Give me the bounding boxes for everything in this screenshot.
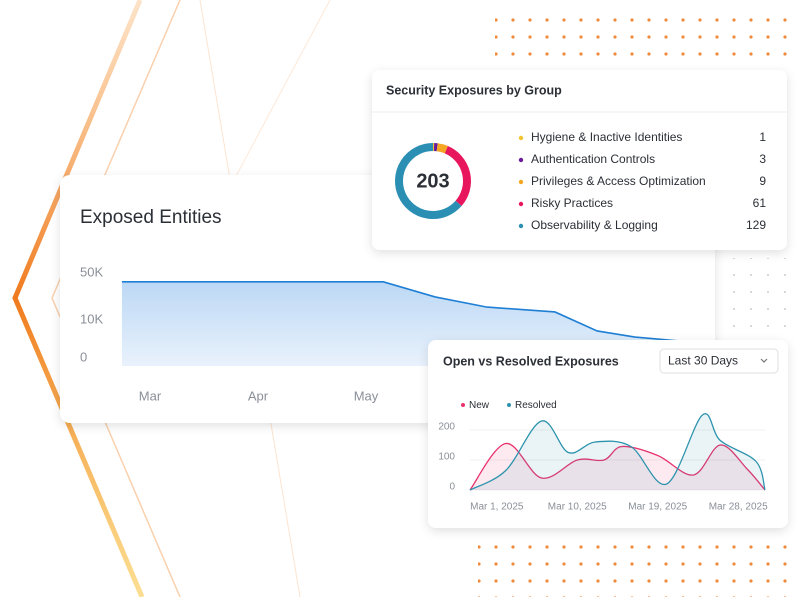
legend-label: New — [469, 400, 490, 411]
legend-value: 1 — [759, 130, 766, 144]
legend-label: Risky Practices — [531, 196, 613, 210]
area-line — [121, 281, 691, 343]
card-background — [372, 70, 787, 250]
series-line — [469, 442, 766, 491]
series-area — [470, 413, 765, 490]
x-tick-label: Mar 1, 2025 — [470, 502, 524, 513]
security-exposures-card: Security Exposures by Group 203 Hygiene … — [372, 70, 787, 250]
y-tick-label: 0 — [80, 349, 87, 364]
x-tick-label: May — [354, 388, 379, 403]
dropdown-chevron[interactable] — [760, 358, 768, 363]
card-title: Security Exposures by Group — [386, 83, 562, 97]
card-background — [428, 340, 788, 528]
legend-value: 129 — [746, 218, 766, 232]
y-tick-label: 50K — [80, 264, 103, 279]
donut-segment — [436, 143, 448, 154]
decoration — [12, 0, 798, 597]
x-tick-label: Mar 28, 2025 — [709, 502, 768, 513]
legend-dot — [461, 403, 465, 407]
series-line — [469, 413, 766, 491]
legend-dot — [518, 135, 524, 141]
legend-dot — [518, 179, 524, 185]
dropdown-label[interactable]: Last 30 Days — [668, 354, 738, 368]
legend-dot — [507, 403, 512, 407]
y-tick-label: 0 — [449, 482, 455, 493]
legend-value: 3 — [759, 152, 766, 166]
card-title: Open vs Resolved Exposures — [443, 354, 619, 368]
y-tick-label: 10K — [80, 311, 103, 326]
y-tick-label: 100 — [438, 452, 455, 463]
line-plot: 0 100 200 Mar 1, 2025 Mar 10, 2025 Mar 19, 20… — [438, 400, 768, 513]
date-range-dropdown[interactable]: Last 30 Days — [659, 348, 779, 374]
legend-label: Authentication Controls — [531, 152, 655, 166]
legend-value: 61 — [753, 196, 767, 210]
y-tick-label: 200 — [438, 422, 455, 433]
x-tick-label: Mar 10, 2025 — [548, 502, 607, 513]
legend-value: 9 — [759, 174, 766, 188]
legend-label: Resolved — [515, 400, 557, 411]
card-title: Exposed Entities — [80, 207, 222, 228]
dropdown-box[interactable] — [659, 348, 779, 374]
legend-label: Privileges & Access Optimization — [531, 174, 706, 188]
donut-segment — [395, 143, 462, 219]
legend-label: Observability & Logging — [531, 218, 658, 232]
x-tick-label: Mar 19, 2025 — [628, 502, 687, 513]
donut-segment — [444, 146, 471, 207]
legend-label: Hygiene & Inactive Identities — [531, 130, 682, 144]
x-tick-label: Mar — [139, 388, 162, 403]
donut-total: 203 — [416, 170, 449, 192]
legend-dot — [518, 157, 524, 163]
legend-dot — [518, 201, 524, 207]
donut-plot: Hygiene & Inactive Identities 1 Authentica… — [395, 130, 767, 232]
x-tick-label: Apr — [248, 388, 269, 403]
legend-dot — [518, 223, 524, 229]
open-vs-resolved-card: Open vs Resolved Exposures Last 30 Days … — [428, 340, 788, 528]
